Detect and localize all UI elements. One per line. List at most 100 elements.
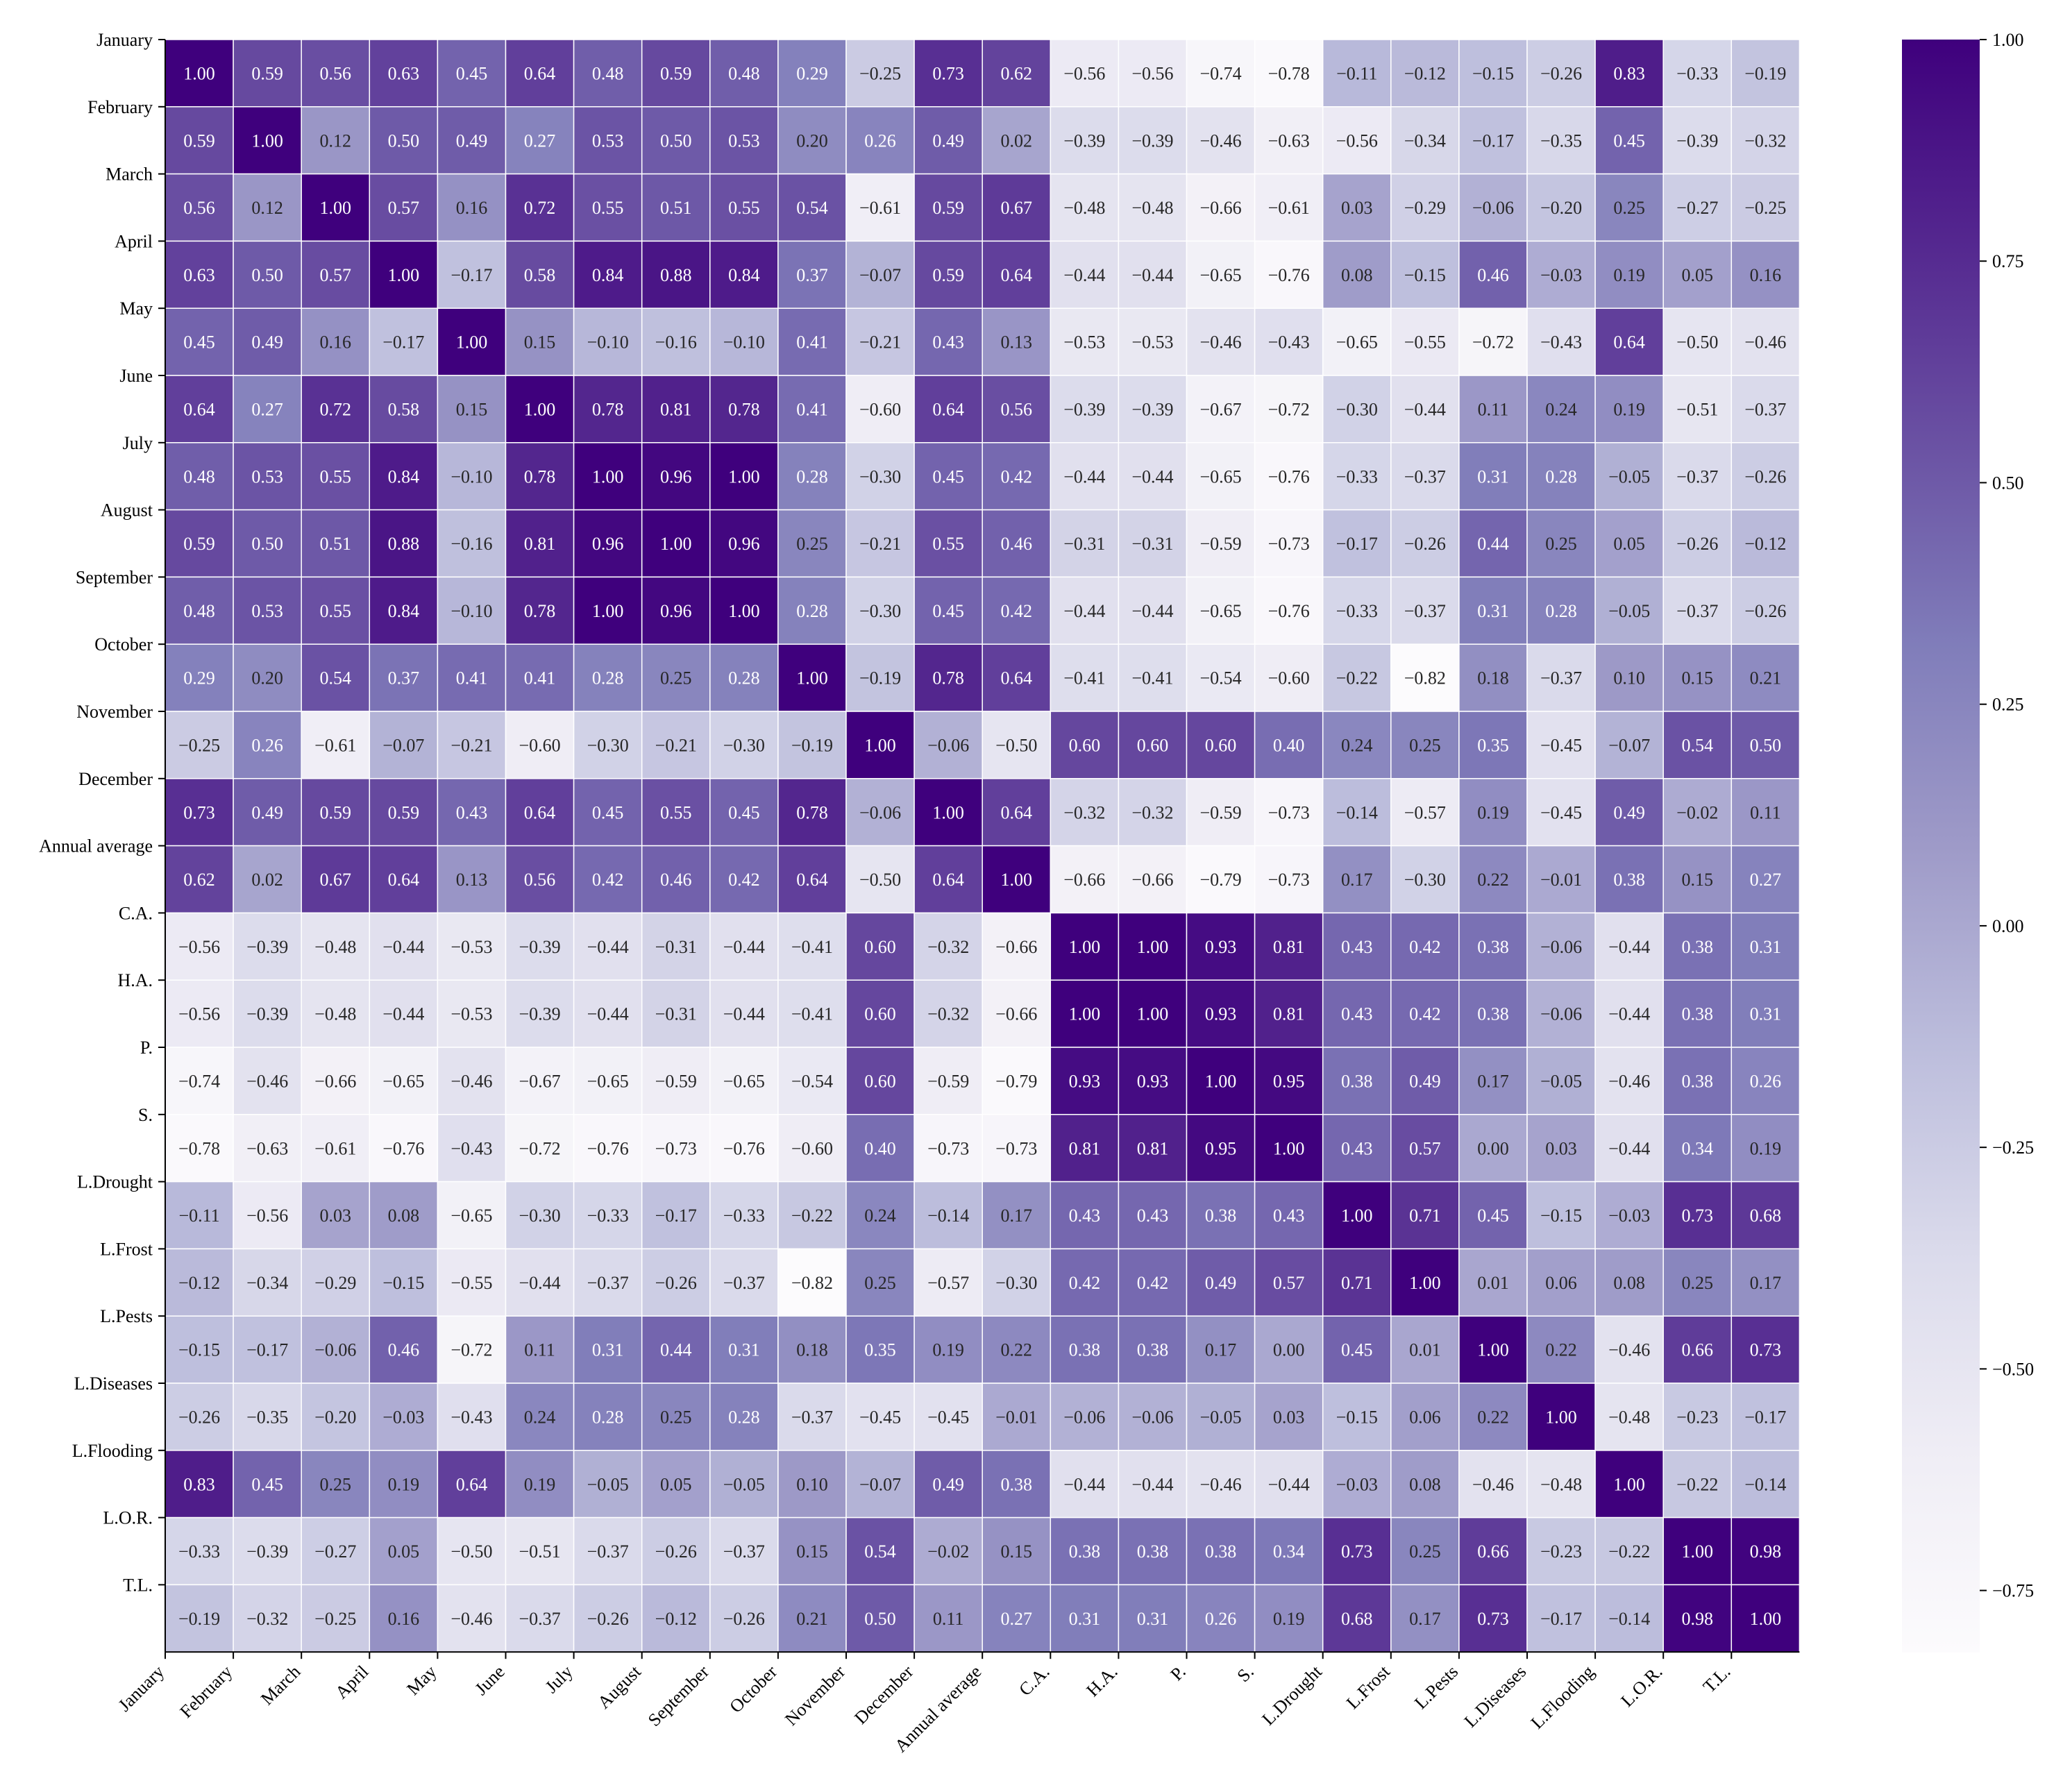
heatmap-cell	[1254, 1584, 1324, 1652]
cell-value-label: 0.00	[1273, 1340, 1305, 1360]
heatmap-cell	[1662, 106, 1733, 175]
cell-value-label: 0.88	[660, 265, 692, 285]
cell-value-label: 0.81	[1069, 1138, 1101, 1158]
heatmap-cell	[573, 307, 643, 376]
heatmap-cell	[1662, 39, 1733, 108]
heatmap-cell	[505, 1383, 575, 1451]
cell-value-label: −0.26	[1744, 601, 1786, 621]
heatmap-cell	[437, 643, 507, 712]
heatmap-cell	[1254, 979, 1324, 1048]
heatmap-cell	[369, 39, 439, 108]
heatmap-cell	[369, 912, 439, 981]
heatmap-cell	[301, 307, 371, 376]
cell-value-label: 0.37	[388, 668, 420, 688]
heatmap-cell	[233, 576, 302, 645]
heatmap-cell	[505, 643, 575, 712]
cell-value-label: −0.10	[723, 332, 765, 353]
cell-value-label: 0.46	[660, 870, 692, 890]
heatmap-cell	[1186, 979, 1256, 1048]
cell-value-label: −0.41	[791, 937, 833, 957]
cell-value-label: −0.51	[1676, 400, 1718, 420]
cell-value-label: −0.21	[655, 736, 697, 756]
heatmap-cell	[1662, 442, 1733, 511]
cell-value-label: 0.64	[796, 870, 828, 890]
heatmap-cell	[573, 375, 643, 443]
heatmap-cell	[369, 778, 439, 847]
cell-value-label: 0.19	[1613, 265, 1645, 285]
cell-value-label: 0.46	[388, 1340, 420, 1360]
heatmap-cell	[1322, 1047, 1392, 1115]
cell-value-label: 0.81	[1137, 1138, 1169, 1158]
cell-value-label: 0.55	[932, 534, 964, 554]
cell-value-label: −0.60	[1268, 668, 1310, 688]
heatmap-cell	[1731, 106, 1801, 175]
cell-value-label: 0.17	[1341, 870, 1373, 890]
heatmap-cell	[1526, 1383, 1596, 1451]
cell-value-label: −0.41	[791, 1004, 833, 1024]
heatmap-cell	[1050, 1315, 1120, 1384]
heatmap-cell	[777, 442, 847, 511]
heatmap-cell	[709, 1047, 779, 1115]
cell-value-label: 1.00	[524, 400, 556, 420]
cell-value-label: 0.81	[524, 534, 556, 554]
cell-value-label: −0.39	[1063, 400, 1105, 420]
cell-value-label: 0.78	[592, 400, 624, 420]
y-tick-label: June	[119, 366, 153, 386]
cell-value-label: −0.46	[451, 1609, 492, 1629]
heatmap-cell	[709, 979, 779, 1048]
cell-value-label: −0.06	[314, 1340, 356, 1360]
cell-value-label: −0.17	[1336, 534, 1378, 554]
cell-value-label: 1.00	[1273, 1138, 1305, 1158]
heatmap-cell	[709, 307, 779, 376]
cell-value-label: 0.73	[1477, 1609, 1509, 1629]
cell-value-label: 0.64	[183, 400, 215, 420]
cell-value-label: 0.38	[1205, 1206, 1237, 1226]
cell-value-label: −0.11	[178, 1206, 219, 1226]
heatmap-cell	[233, 442, 302, 511]
heatmap-cell	[1526, 1114, 1596, 1183]
cell-value-label: −0.48	[1063, 198, 1105, 218]
cell-value-label: −0.48	[314, 1004, 356, 1024]
colorbar-tick-label: 0.25	[1992, 695, 2024, 715]
cell-value-label: 0.34	[1273, 1541, 1305, 1562]
heatmap-cell	[641, 1181, 711, 1250]
cell-value-label: −0.32	[246, 1609, 288, 1629]
heatmap-cell	[1186, 1450, 1256, 1519]
cell-value-label: 0.58	[388, 400, 420, 420]
y-tick-labels: January February March April May June July Augu…	[39, 30, 166, 1652]
heatmap-cell	[1458, 1450, 1528, 1519]
cell-value-label: 1.00	[1750, 1609, 1782, 1629]
cell-value-label: −0.10	[451, 601, 492, 621]
cell-value-label: 0.26	[864, 130, 896, 151]
cell-value-label: 0.45	[932, 601, 964, 621]
colorbar-gradient-bar	[1902, 40, 1980, 1652]
cell-value-label: −0.37	[723, 1541, 765, 1562]
cell-value-label: −0.32	[927, 1004, 969, 1024]
cell-value-label: 0.08	[388, 1206, 420, 1226]
heatmap-cell	[1118, 240, 1188, 309]
heatmap-cell	[1390, 912, 1460, 981]
heatmap-cell	[1526, 1516, 1596, 1586]
colorbar: 1.00 0.75 0.50 0.25 0.00 −0.25 −0.50 −0.75	[1902, 30, 2034, 1652]
heatmap-cell	[982, 1383, 1052, 1451]
cell-value-label: −0.35	[1540, 130, 1582, 151]
colorbar-tick-label: 1.00	[1992, 30, 2024, 50]
cell-value-label: −0.14	[1336, 802, 1378, 822]
heatmap-cell	[369, 240, 439, 309]
heatmap-cell	[1526, 979, 1596, 1048]
cell-value-label: −0.50	[995, 736, 1037, 756]
cell-value-label: −0.22	[1676, 1474, 1718, 1494]
heatmap-cell	[777, 240, 847, 309]
cell-value-label: 0.38	[1137, 1541, 1169, 1562]
cell-value-label: −0.74	[1199, 64, 1241, 84]
heatmap-cell	[913, 1383, 983, 1451]
cell-value-label: −0.34	[246, 1273, 288, 1293]
heatmap-cell	[1662, 1516, 1733, 1586]
cell-value-label: 0.78	[796, 802, 828, 822]
heatmap-cell	[573, 1584, 643, 1652]
heatmap-cell	[982, 643, 1052, 712]
cell-value-label: 0.10	[1613, 668, 1645, 688]
cell-value-label: 0.59	[388, 802, 420, 822]
heatmap-cell	[1662, 1114, 1733, 1183]
heatmap-cell	[1322, 375, 1392, 443]
